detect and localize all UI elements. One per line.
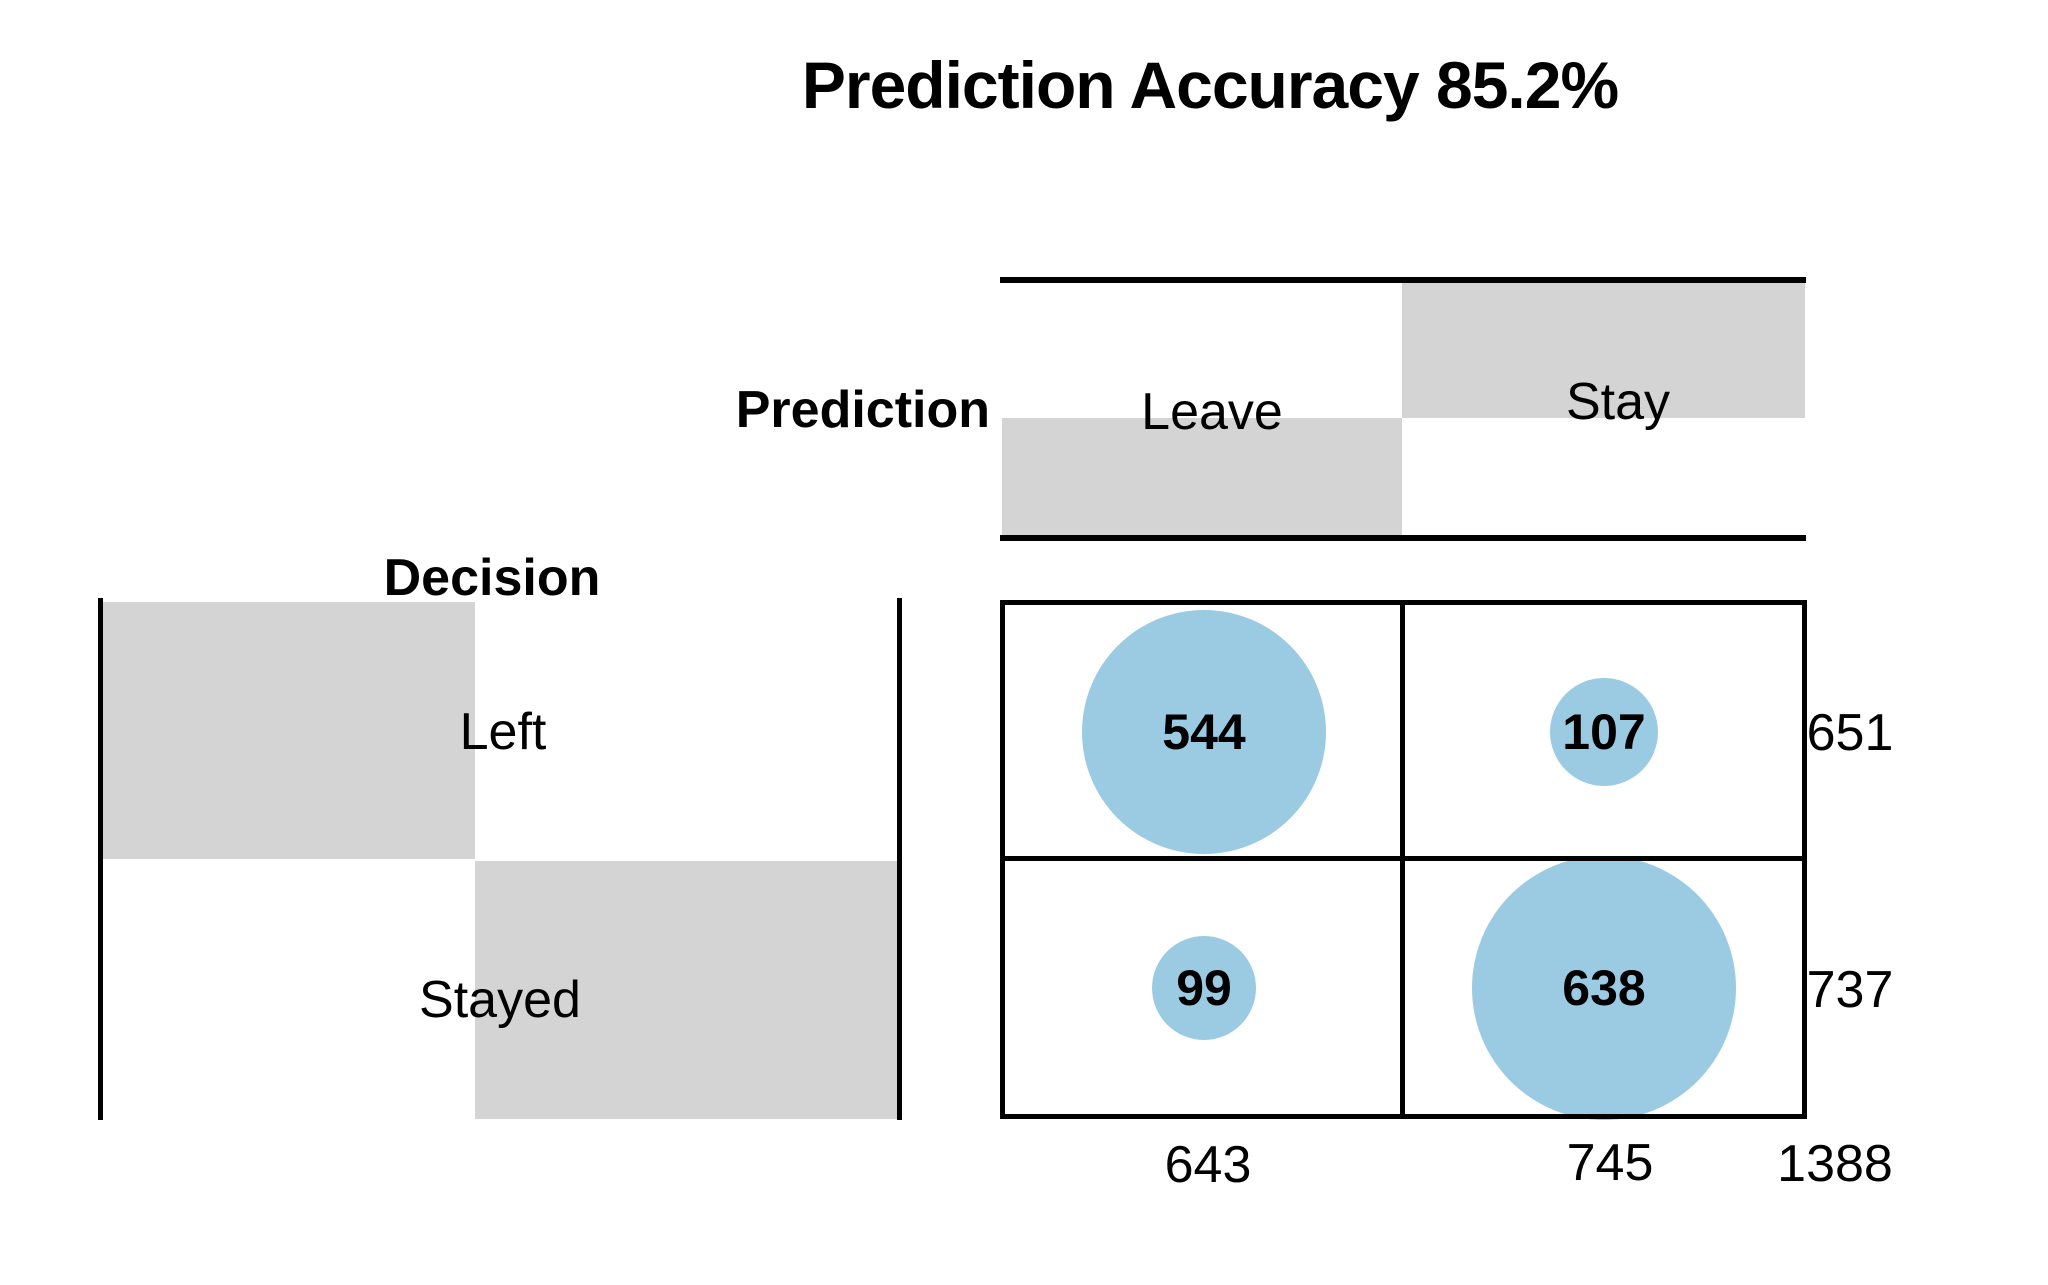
bubble-stayed-leave: [1152, 935, 1256, 1040]
row-total-left: 651: [1806, 704, 1894, 762]
header-shade-leave: [1002, 418, 1402, 536]
prediction-axis-label: Prediction: [735, 381, 990, 439]
matrix-frame: [1000, 600, 1807, 1119]
decision-shade-stayed: [475, 861, 898, 1119]
cell-stayed-stay: 638: [1405, 855, 1803, 1120]
decision-right-rule: [897, 598, 902, 1120]
chart-title: Prediction Accuracy 85.2%: [801, 48, 1619, 122]
decision-shade-left: [103, 602, 475, 859]
grand-total: 1388: [1777, 1135, 1893, 1193]
col-label-stay: Stay: [1565, 373, 1671, 431]
row-label-stayed: Stayed: [419, 971, 581, 1029]
bubble-stayed-stay: [1472, 855, 1736, 1120]
bubble-left-stay: [1550, 677, 1658, 786]
decision-left-rule: [98, 598, 103, 1120]
header-bottom-rule: [1000, 535, 1806, 541]
row-label-left: Left: [459, 703, 547, 761]
col-label-leave: Leave: [1141, 383, 1283, 441]
cell-value-stayed-leave: 99: [1176, 959, 1232, 1016]
cell-left-stay: 107: [1405, 605, 1803, 858]
decision-axis-label: Decision: [383, 549, 601, 607]
header-top-rule: [1000, 277, 1806, 283]
header-shade-stay: [1402, 283, 1805, 418]
cell-value-left-stay: 107: [1562, 703, 1646, 760]
bubble-left-leave: [1082, 609, 1326, 854]
col-total-stay: 745: [1566, 1134, 1654, 1192]
matrix-row-divider: [1000, 856, 1807, 861]
cell-left-leave: 544: [1005, 605, 1403, 858]
row-total-stayed: 737: [1806, 961, 1894, 1019]
col-total-leave: 643: [1164, 1136, 1252, 1194]
cell-value-left-leave: 544: [1162, 703, 1246, 760]
cell-value-stayed-stay: 638: [1562, 959, 1646, 1016]
cell-stayed-leave: 99: [1005, 861, 1403, 1114]
